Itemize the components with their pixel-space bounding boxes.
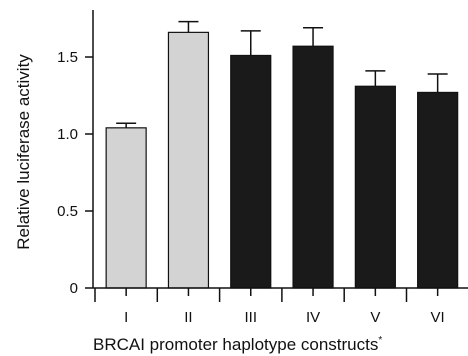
error-bar-IV bbox=[303, 26, 324, 47]
x-axis-title: BRCAI promoter haplotype constructs* bbox=[93, 335, 382, 354]
x-tick-label-IV: IV bbox=[306, 309, 320, 326]
y-tick-label: 0 bbox=[70, 280, 78, 297]
bar-VI bbox=[417, 91, 459, 289]
error-bar-III bbox=[240, 30, 261, 56]
bar-IV bbox=[292, 45, 334, 289]
y-tick-label: 1.0 bbox=[57, 126, 78, 143]
error-bar-II bbox=[178, 20, 199, 33]
bar-V bbox=[354, 85, 396, 289]
y-tick-label: 0.5 bbox=[57, 203, 78, 220]
x-tick-label-V: V bbox=[370, 309, 380, 326]
bar-II bbox=[167, 31, 210, 289]
y-axis-title: Relative luciferase activity bbox=[14, 54, 33, 250]
x-tick-label-I: I bbox=[124, 309, 128, 326]
x-ticks-layer: I II III IV V VI bbox=[94, 288, 445, 326]
y-ticks-layer: 0 0.5 1.0 1.5 bbox=[57, 49, 93, 297]
error-bar-I bbox=[116, 122, 137, 128]
x-axis-title-suffix: * bbox=[378, 335, 382, 346]
bar-III bbox=[230, 54, 272, 289]
x-tick-label-VI: VI bbox=[431, 309, 445, 326]
x-axis-title-text: BRCAI promoter haplotype constructs bbox=[93, 335, 378, 354]
bars-layer bbox=[105, 31, 459, 289]
y-tick-label: 1.5 bbox=[57, 49, 78, 66]
error-bar-V bbox=[365, 70, 386, 87]
x-tick-label-II: II bbox=[184, 309, 192, 326]
x-tick-label-III: III bbox=[244, 309, 257, 326]
error-bars-layer bbox=[116, 20, 448, 128]
bar-I bbox=[105, 127, 147, 289]
error-bar-VI bbox=[427, 73, 448, 93]
